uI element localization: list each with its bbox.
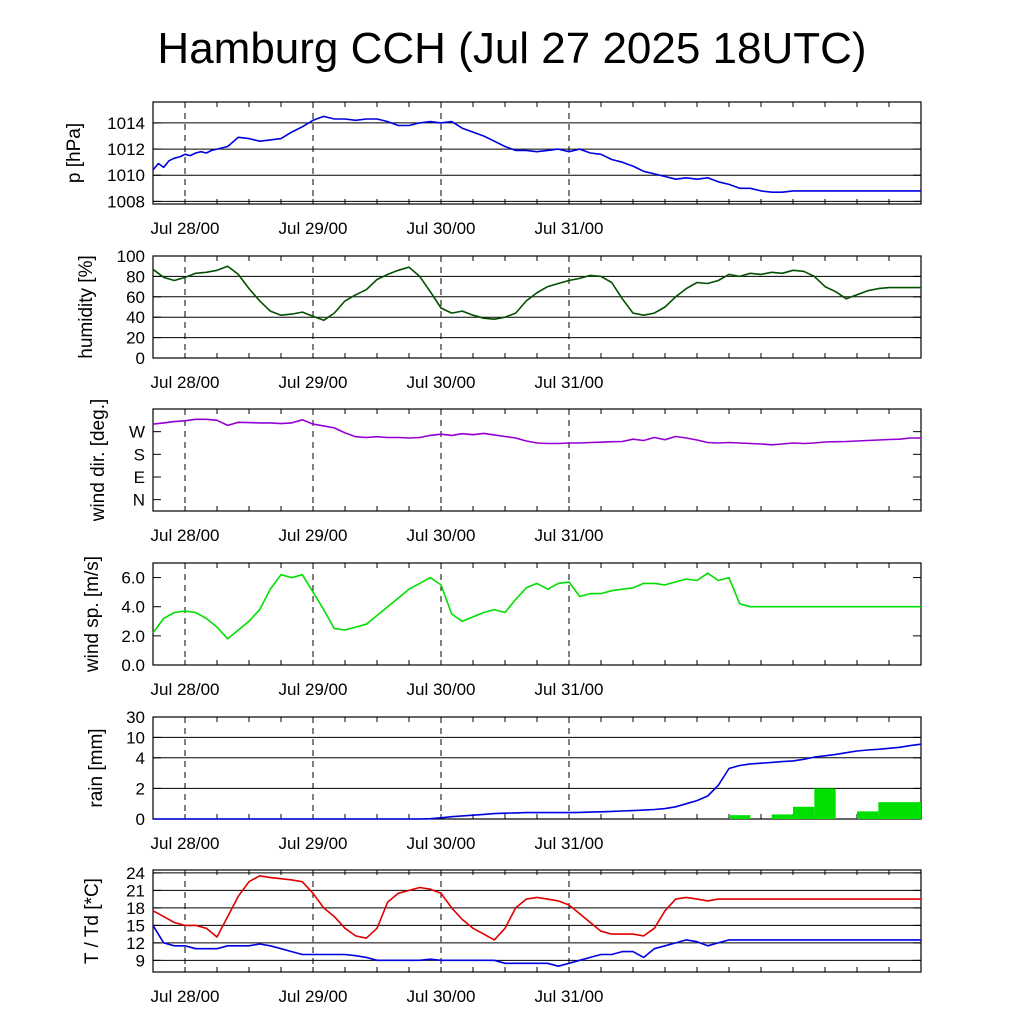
wind-speed-date-label: Jul 29/00 [279, 680, 348, 699]
humidity-ytick-label: 40 [126, 308, 145, 327]
pressure-date-label: Jul 30/00 [407, 219, 476, 238]
temperature-date-label: Jul 29/00 [279, 987, 348, 1006]
wind-speed-ytick-label: 0.0 [121, 656, 145, 675]
pressure-date-label: Jul 31/00 [535, 219, 604, 238]
rain-date-label: Jul 30/00 [407, 834, 476, 853]
temperature-ytick-label: 12 [126, 934, 145, 953]
rain-date-label: Jul 28/00 [151, 834, 220, 853]
pressure-ytick-label: 1012 [107, 140, 145, 159]
rain-bar [814, 788, 836, 819]
rain-date-label: Jul 31/00 [535, 834, 604, 853]
rain-bar [771, 814, 793, 819]
wind-direction-series-line-0 [152, 418, 921, 446]
humidity-date-label: Jul 31/00 [535, 373, 604, 392]
wind-direction-date-label: Jul 31/00 [535, 526, 604, 545]
humidity-ytick-label: 100 [117, 247, 145, 266]
rain-bar [878, 802, 921, 819]
panel-wind-speed: wind sp. [m/s] 0.0 2.0 4.0 6.0 Jul 28/00 Jul … [82, 556, 922, 699]
wind-direction-date-label: Jul 30/00 [407, 526, 476, 545]
wind-direction-ytick-label: W [129, 423, 145, 442]
rain-bar [729, 815, 751, 819]
rain-bar [857, 811, 879, 819]
humidity-ytick-label: 60 [126, 288, 145, 307]
wind-speed-ytick-label: 4.0 [121, 598, 145, 617]
humidity-date-label: Jul 28/00 [151, 373, 220, 392]
rain-date-label: Jul 29/00 [279, 834, 348, 853]
temperature-ytick-label: 24 [126, 864, 145, 883]
wind-direction-date-label: Jul 28/00 [151, 526, 220, 545]
pressure-axis-title: p [hPa] [64, 123, 85, 183]
humidity-axis-title: humidity [%] [76, 255, 97, 358]
temperature-date-label: Jul 28/00 [151, 987, 220, 1006]
humidity-ytick-label: 20 [126, 329, 145, 348]
temperature-ytick-label: 21 [126, 881, 145, 900]
rain-ytick-label: 0 [136, 810, 145, 829]
humidity-date-label: Jul 29/00 [279, 373, 348, 392]
temperature-series-line-1 [152, 924, 921, 968]
wind-direction-ytick-label: S [134, 445, 145, 464]
humidity-ytick-label: 80 [126, 267, 145, 286]
panel-pressure: p [hPa] 1008 1010 1012 1014 Jul 28/00 Jul 29/… [64, 101, 922, 238]
wind-direction-date-label: Jul 29/00 [279, 526, 348, 545]
panel-temperature-frame [152, 869, 922, 973]
rain-series-line-0 [153, 743, 922, 820]
pressure-series-line-0 [152, 115, 921, 193]
wind-speed-axis-title: wind sp. [m/s] [82, 556, 103, 673]
wind-speed-ytick-label: 2.0 [121, 627, 145, 646]
temperature-date-label: Jul 30/00 [407, 987, 476, 1006]
pressure-date-label: Jul 29/00 [279, 219, 348, 238]
temperature-axis-title: T / Td [*C] [82, 878, 103, 964]
wind-direction-ytick-label: E [134, 468, 145, 487]
wind-speed-date-label: Jul 31/00 [535, 680, 604, 699]
panel-wind-direction-frame [152, 408, 922, 512]
panel-pressure-frame [152, 101, 922, 205]
wind-direction-ytick-label: N [133, 491, 145, 510]
temperature-ytick-label: 9 [136, 951, 145, 970]
rain-ytick-label: 30 [126, 708, 145, 727]
rain-ytick-label: 2 [136, 779, 145, 798]
rain-bar [793, 806, 815, 819]
panel-humidity-frame [152, 255, 922, 359]
temperature-series-line-0 [152, 874, 921, 941]
chart-title: Hamburg CCH (Jul 27 2025 18UTC) [157, 24, 867, 73]
rain-axis-title: rain [mm] [86, 728, 107, 807]
wind-speed-date-label: Jul 28/00 [151, 680, 220, 699]
rain-ytick-label: 10 [126, 728, 145, 747]
temperature-ytick-label: 18 [126, 899, 145, 918]
pressure-ytick-label: 1014 [107, 114, 145, 133]
wind-direction-axis-title: wind dir. [deg.] [88, 399, 109, 523]
pressure-ytick-label: 1010 [107, 166, 145, 185]
wind-speed-ytick-label: 6.0 [121, 569, 145, 588]
wind-speed-date-label: Jul 30/00 [407, 680, 476, 699]
panel-rain-frame [152, 716, 922, 820]
rain-ytick-label: 4 [136, 749, 145, 768]
pressure-date-label: Jul 28/00 [151, 219, 220, 238]
humidity-series-line-0 [152, 265, 921, 322]
humidity-date-label: Jul 30/00 [407, 373, 476, 392]
panel-wind-speed-frame [152, 562, 922, 666]
temperature-date-label: Jul 31/00 [535, 987, 604, 1006]
wind-speed-series-line-0 [152, 572, 921, 640]
pressure-ytick-label: 1008 [107, 192, 145, 211]
humidity-ytick-label: 0 [136, 349, 145, 368]
temperature-ytick-label: 15 [126, 916, 145, 935]
